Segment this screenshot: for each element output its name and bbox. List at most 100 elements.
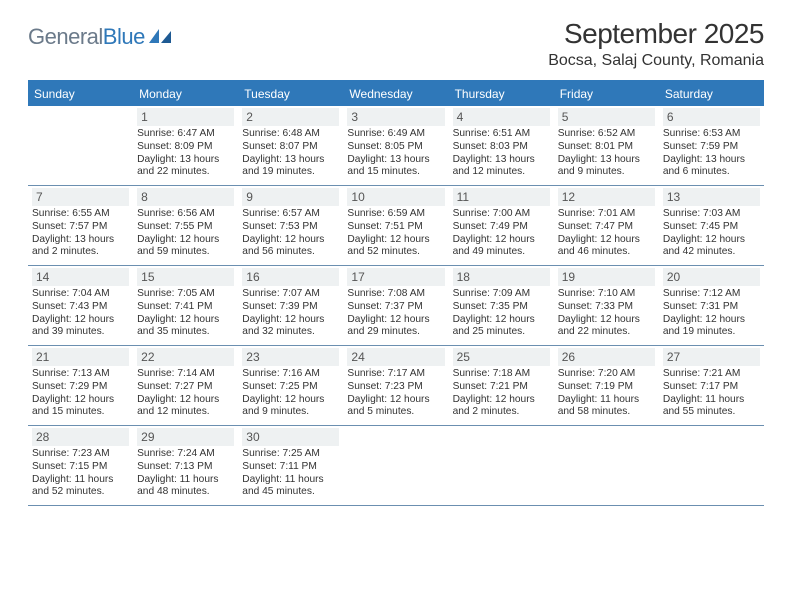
day-cell: 4Sunrise: 6:51 AMSunset: 8:03 PMDaylight… <box>449 106 554 185</box>
sunrise-line: Sunrise: 7:16 AM <box>242 368 339 381</box>
day-cell <box>449 426 554 505</box>
day-cell: 30Sunrise: 7:25 AMSunset: 7:11 PMDayligh… <box>238 426 343 505</box>
brand-sail-icon <box>149 29 171 45</box>
daylight-line: Daylight: 12 hours <box>137 394 234 407</box>
title-block: September 2025 Bocsa, Salaj County, Roma… <box>548 18 764 70</box>
daylight-line: Daylight: 12 hours <box>453 234 550 247</box>
daylight-line: and 29 minutes. <box>347 326 444 339</box>
sunset-line: Sunset: 7:45 PM <box>663 221 760 234</box>
day-number: 30 <box>242 428 339 446</box>
daylight-line: and 48 minutes. <box>137 486 234 499</box>
day-number: 29 <box>137 428 234 446</box>
daylight-line: Daylight: 12 hours <box>137 314 234 327</box>
week-row: 14Sunrise: 7:04 AMSunset: 7:43 PMDayligh… <box>28 266 764 346</box>
brand-logo: GeneralBlue <box>28 18 171 50</box>
sunrise-line: Sunrise: 7:17 AM <box>347 368 444 381</box>
day-cell: 5Sunrise: 6:52 AMSunset: 8:01 PMDaylight… <box>554 106 659 185</box>
week-row: 1Sunrise: 6:47 AMSunset: 8:09 PMDaylight… <box>28 106 764 186</box>
daylight-line: and 2 minutes. <box>453 406 550 419</box>
day-cell <box>343 426 448 505</box>
day-cell: 27Sunrise: 7:21 AMSunset: 7:17 PMDayligh… <box>659 346 764 425</box>
daylight-line: and 22 minutes. <box>137 166 234 179</box>
daylight-line: Daylight: 12 hours <box>663 234 760 247</box>
sunset-line: Sunset: 7:35 PM <box>453 301 550 314</box>
sunset-line: Sunset: 8:09 PM <box>137 141 234 154</box>
month-title: September 2025 <box>548 18 764 50</box>
week-row: 21Sunrise: 7:13 AMSunset: 7:29 PMDayligh… <box>28 346 764 426</box>
daylight-line: Daylight: 12 hours <box>453 394 550 407</box>
sunrise-line: Sunrise: 7:08 AM <box>347 288 444 301</box>
day-cell: 6Sunrise: 6:53 AMSunset: 7:59 PMDaylight… <box>659 106 764 185</box>
day-number: 22 <box>137 348 234 366</box>
day-number: 6 <box>663 108 760 126</box>
daylight-line: Daylight: 12 hours <box>453 314 550 327</box>
sunset-line: Sunset: 7:31 PM <box>663 301 760 314</box>
daylight-line: and 15 minutes. <box>32 406 129 419</box>
sunrise-line: Sunrise: 7:09 AM <box>453 288 550 301</box>
sunrise-line: Sunrise: 7:18 AM <box>453 368 550 381</box>
day-number: 20 <box>663 268 760 286</box>
day-cell: 2Sunrise: 6:48 AMSunset: 8:07 PMDaylight… <box>238 106 343 185</box>
sunrise-line: Sunrise: 7:07 AM <box>242 288 339 301</box>
daylight-line: Daylight: 12 hours <box>663 314 760 327</box>
daylight-line: and 25 minutes. <box>453 326 550 339</box>
dow-monday: Monday <box>133 82 238 106</box>
daylight-line: Daylight: 13 hours <box>242 154 339 167</box>
sunset-line: Sunset: 7:33 PM <box>558 301 655 314</box>
sunrise-line: Sunrise: 6:56 AM <box>137 208 234 221</box>
sunset-line: Sunset: 7:29 PM <box>32 381 129 394</box>
sunrise-line: Sunrise: 7:13 AM <box>32 368 129 381</box>
sunrise-line: Sunrise: 6:53 AM <box>663 128 760 141</box>
daylight-line: Daylight: 13 hours <box>137 154 234 167</box>
day-number: 27 <box>663 348 760 366</box>
day-cell: 12Sunrise: 7:01 AMSunset: 7:47 PMDayligh… <box>554 186 659 265</box>
day-cell: 16Sunrise: 7:07 AMSunset: 7:39 PMDayligh… <box>238 266 343 345</box>
sunrise-line: Sunrise: 6:47 AM <box>137 128 234 141</box>
day-number: 25 <box>453 348 550 366</box>
day-number: 15 <box>137 268 234 286</box>
daylight-line: Daylight: 12 hours <box>347 394 444 407</box>
dow-friday: Friday <box>554 82 659 106</box>
sunset-line: Sunset: 7:55 PM <box>137 221 234 234</box>
header: GeneralBlue September 2025 Bocsa, Salaj … <box>28 18 764 70</box>
daylight-line: and 2 minutes. <box>32 246 129 259</box>
week-row: 7Sunrise: 6:55 AMSunset: 7:57 PMDaylight… <box>28 186 764 266</box>
dow-thursday: Thursday <box>449 82 554 106</box>
sunset-line: Sunset: 7:17 PM <box>663 381 760 394</box>
daylight-line: Daylight: 13 hours <box>663 154 760 167</box>
daylight-line: and 42 minutes. <box>663 246 760 259</box>
day-number: 12 <box>558 188 655 206</box>
day-number: 3 <box>347 108 444 126</box>
sunset-line: Sunset: 7:25 PM <box>242 381 339 394</box>
day-cell: 20Sunrise: 7:12 AMSunset: 7:31 PMDayligh… <box>659 266 764 345</box>
sunset-line: Sunset: 7:11 PM <box>242 461 339 474</box>
day-cell: 7Sunrise: 6:55 AMSunset: 7:57 PMDaylight… <box>28 186 133 265</box>
daylight-line: and 52 minutes. <box>347 246 444 259</box>
weeks-container: 1Sunrise: 6:47 AMSunset: 8:09 PMDaylight… <box>28 106 764 506</box>
daylight-line: and 52 minutes. <box>32 486 129 499</box>
dow-wednesday: Wednesday <box>343 82 448 106</box>
day-number: 17 <box>347 268 444 286</box>
dow-row: Sunday Monday Tuesday Wednesday Thursday… <box>28 82 764 106</box>
sunrise-line: Sunrise: 6:51 AM <box>453 128 550 141</box>
daylight-line: Daylight: 12 hours <box>347 234 444 247</box>
daylight-line: Daylight: 13 hours <box>453 154 550 167</box>
sunrise-line: Sunrise: 6:52 AM <box>558 128 655 141</box>
daylight-line: Daylight: 12 hours <box>558 234 655 247</box>
sunset-line: Sunset: 8:03 PM <box>453 141 550 154</box>
brand-word1: General <box>28 24 103 49</box>
day-number: 8 <box>137 188 234 206</box>
day-cell: 11Sunrise: 7:00 AMSunset: 7:49 PMDayligh… <box>449 186 554 265</box>
day-number: 16 <box>242 268 339 286</box>
daylight-line: and 35 minutes. <box>137 326 234 339</box>
daylight-line: Daylight: 12 hours <box>32 314 129 327</box>
day-cell <box>28 106 133 185</box>
day-cell: 9Sunrise: 6:57 AMSunset: 7:53 PMDaylight… <box>238 186 343 265</box>
day-cell: 19Sunrise: 7:10 AMSunset: 7:33 PMDayligh… <box>554 266 659 345</box>
daylight-line: Daylight: 11 hours <box>242 474 339 487</box>
day-cell: 3Sunrise: 6:49 AMSunset: 8:05 PMDaylight… <box>343 106 448 185</box>
sunrise-line: Sunrise: 7:21 AM <box>663 368 760 381</box>
daylight-line: Daylight: 12 hours <box>558 314 655 327</box>
sunset-line: Sunset: 7:23 PM <box>347 381 444 394</box>
sunrise-line: Sunrise: 7:01 AM <box>558 208 655 221</box>
